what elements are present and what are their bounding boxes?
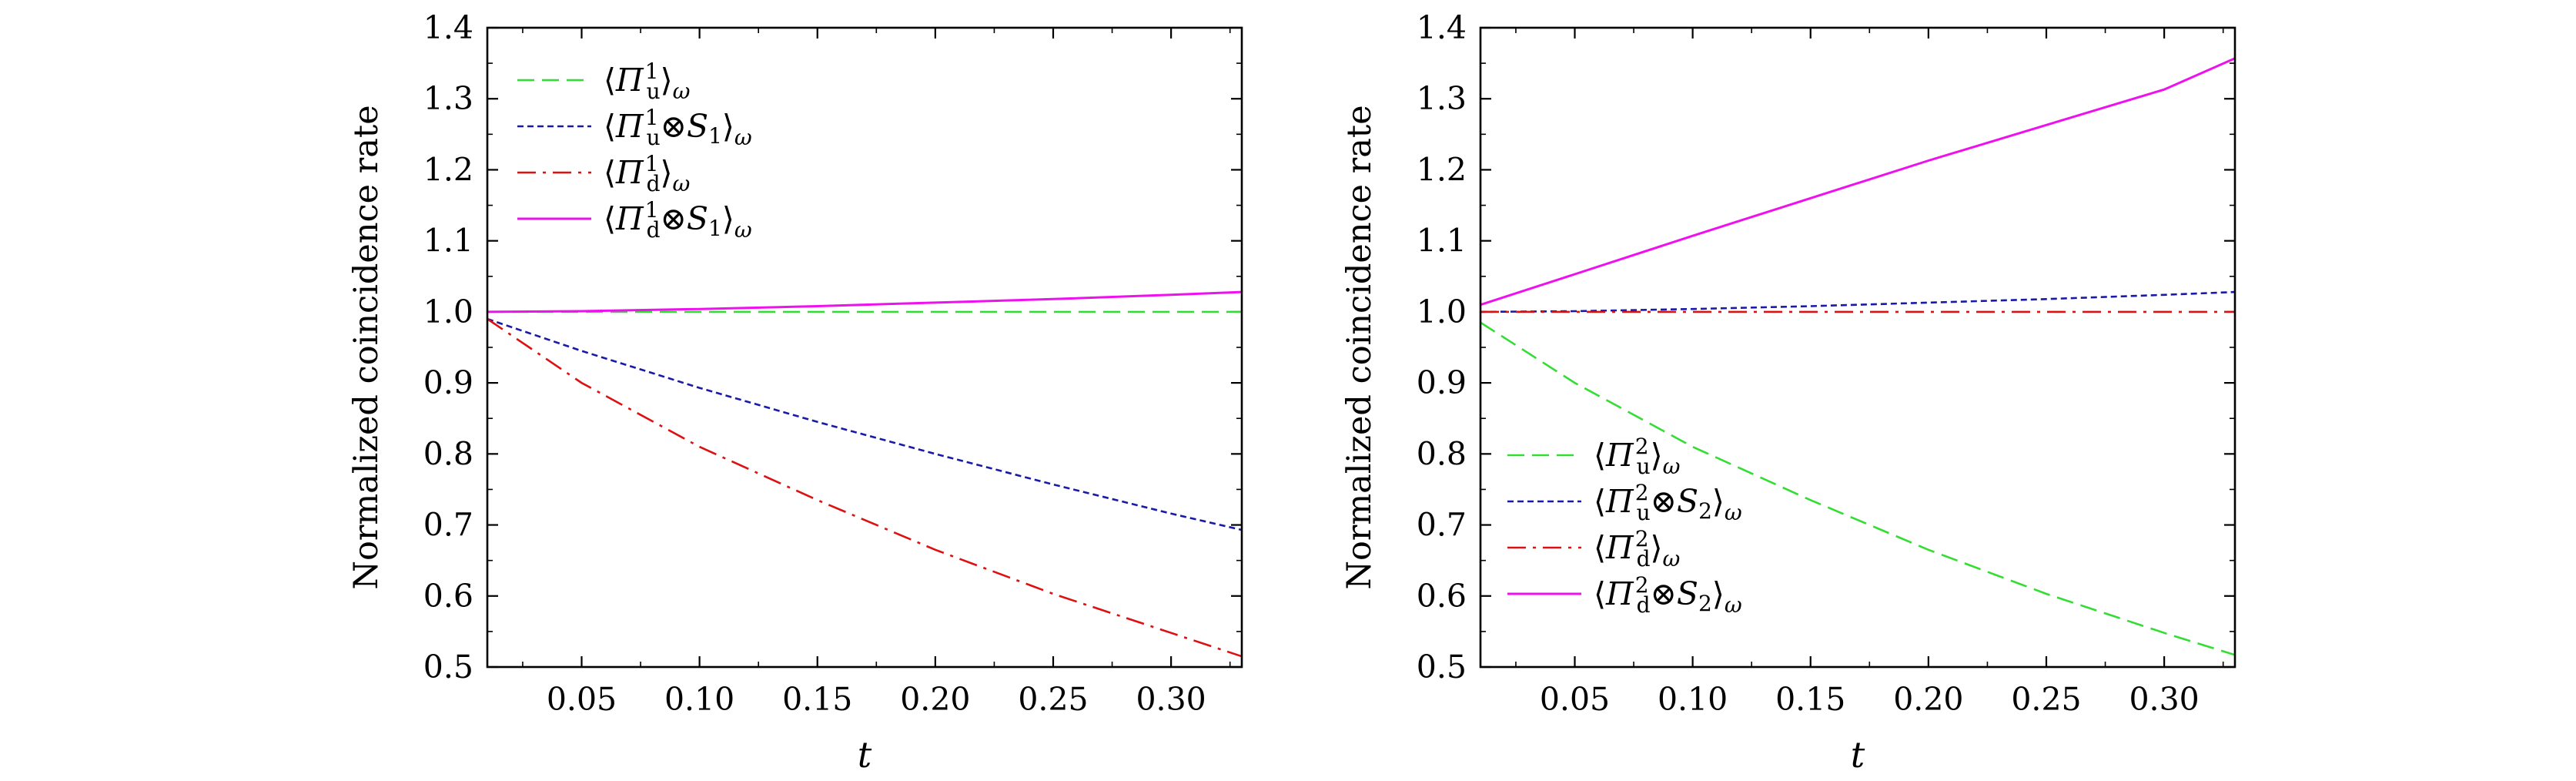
left-panel: 0.5 0.6 0.7 0.8 0.9 1.0 1.1 1.2 1.3 1.4 0.05 0.10 0.… (347, 9, 1243, 776)
legend-label-3: ⟨Π2 d⟩ω (1594, 526, 1681, 572)
series-line-2 (1480, 290, 2235, 313)
plot-frame (1479, 26, 2236, 669)
y-axis-label: Normalized coincidence rate (1340, 105, 1379, 589)
legend-label-4: ⟨Π1 d⊗S1⟩ω (604, 197, 752, 243)
x-tick-label: 0.30 (2129, 681, 2199, 718)
y-tick-label: 0.6 (423, 578, 473, 615)
x-tick-label: 0.15 (1775, 681, 1845, 718)
y-tick-label: 1.0 (1417, 293, 1467, 330)
x-tick-label: 0.30 (1136, 681, 1206, 718)
y-tick-label: 1.1 (1417, 223, 1467, 260)
x-tick-label: 0.05 (547, 681, 617, 718)
y-tick-label: 1.0 (423, 293, 473, 330)
legend-label-2: ⟨Π1 u⊗S1⟩ω (604, 105, 752, 150)
y-tick-label: 0.7 (423, 507, 473, 544)
legend-label-2: ⟨Π2 u⊗S2⟩ω (1594, 480, 1742, 525)
y-axis-label: Normalized coincidence rate (347, 105, 386, 589)
legend-label-1: ⟨Π2 u⟩ω (1594, 434, 1681, 479)
y-tick-label: 1.3 (1417, 80, 1467, 117)
legend: ⟨Π2 u⟩ω⟨Π2 u⊗S2⟩ω⟨Π2 d⟩ω⟨Π2 d⊗S2⟩ω (1507, 434, 1742, 618)
x-tick-label: 0.10 (1658, 681, 1728, 718)
y-tick-label: 0.9 (423, 364, 473, 401)
legend: ⟨Π1 u⟩ω⟨Π1 u⊗S1⟩ω⟨Π1 d⟩ω⟨Π1 d⊗S1⟩ω (517, 59, 752, 243)
x-tick-label: 0.15 (782, 681, 852, 718)
x-tick-label: 0.25 (2011, 681, 2081, 718)
series-group (487, 290, 1242, 658)
y-tick-label: 1.4 (1417, 9, 1467, 46)
legend-label-3: ⟨Π1 d⟩ω (604, 151, 691, 196)
y-tick-label: 0.9 (1417, 364, 1467, 401)
series-line-4 (1480, 57, 2235, 307)
y-tick-label: 0.6 (1417, 578, 1467, 615)
x-axis-label: t (1851, 734, 1865, 776)
y-tick-label: 0.8 (1417, 435, 1467, 472)
series-line-2 (487, 317, 1242, 531)
x-tick-label: 0.20 (900, 681, 970, 718)
series-line-1 (1480, 321, 2235, 656)
x-tick-label: 0.20 (1893, 681, 1963, 718)
x-axis-label: t (858, 734, 872, 776)
series-line-4 (487, 290, 1242, 313)
y-tick-label: 0.7 (1417, 507, 1467, 544)
y-tick-label: 0.5 (423, 649, 473, 685)
right-panel: 0.5 0.6 0.7 0.8 0.9 1.0 1.1 1.2 1.3 1.4 0.05 0.10 0.… (1340, 9, 2236, 776)
y-tick-label: 1.3 (423, 80, 473, 117)
x-tick-label: 0.25 (1018, 681, 1088, 718)
series-line-3 (487, 318, 1242, 658)
y-tick-label: 0.8 (423, 435, 473, 472)
legend-label-1: ⟨Π1 u⟩ω (604, 59, 691, 104)
y-tick-label: 1.4 (423, 9, 473, 46)
y-tick-label: 1.1 (423, 223, 473, 260)
legend-label-4: ⟨Π2 d⊗S2⟩ω (1594, 572, 1742, 618)
y-tick-label: 1.2 (423, 151, 473, 188)
y-tick-label: 0.5 (1417, 649, 1467, 685)
plot-frame (486, 26, 1243, 669)
x-tick-label: 0.05 (1540, 681, 1610, 718)
x-tick-label: 0.10 (664, 681, 734, 718)
y-tick-label: 1.2 (1417, 151, 1467, 188)
series-group (1480, 57, 2235, 656)
